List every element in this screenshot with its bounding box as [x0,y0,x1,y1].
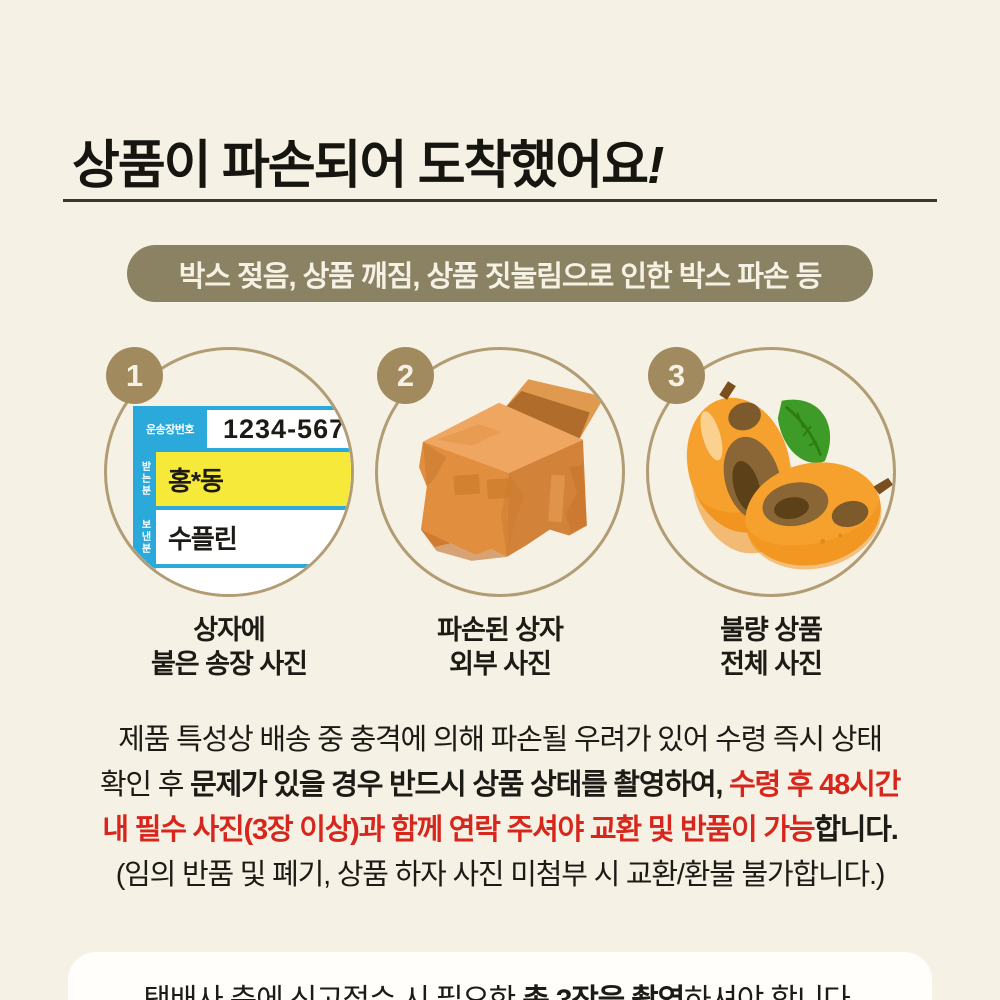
waybill-receiver-value: 홍*동 [156,452,351,506]
step-1-number-badge: 1 [106,347,163,404]
title-divider [63,199,937,202]
step-2-circle [375,347,625,597]
step-3: 3 [646,347,896,681]
waybill-sender-row: 보낸분 수플린 [133,510,351,568]
page-title-exclamation: ! [646,136,664,195]
bottom-info-text: 택배사 측에 신고접수 시 필요한 총 3장을 촬영하셔야 합니다. [68,952,932,1000]
step-2: 2 [375,347,625,681]
step-2-caption: 파손된 상자 외부 사진 [375,613,625,681]
step-3-number-badge: 3 [648,347,705,404]
step-2-number-badge: 2 [377,347,434,404]
waybill-date-label: 접수일자 [133,568,156,594]
waybill-receiver-label: 받는분 [133,452,156,506]
step-1-circle: 운송장번호 1234-567 받는분 홍*동 보낸분 수플린 접수일자 [104,347,354,597]
waybill-date-empty [156,568,351,594]
damage-condition-pill: 박스 젖음, 상품 깨짐, 상품 짓눌림으로 인한 박스 파손 등 [127,245,873,302]
return-policy-notice: 제품 특성상 배송 중 충격에 의해 파손될 우려가 있어 수령 즉시 상태 확인… [99,724,901,891]
waybill-receiver-row: 받는분 홍*동 [133,452,351,510]
waybill-number-row: 운송장번호 1234-567 [133,410,351,452]
step-1-number: 1 [125,357,144,393]
page-title: 상품이 파손되어 도착했어요! [72,123,664,198]
step-2-caption-line1: 파손된 상자 [437,615,564,645]
waybill-sender-label: 보낸분 [133,510,156,564]
step-1-caption: 상자에 붙은 송장 사진 [104,613,354,681]
step-3-number: 3 [667,357,686,393]
shipping-label-illustration: 운송장번호 1234-567 받는분 홍*동 보낸분 수플린 접수일자 [133,406,351,594]
bottom-info-card: 택배사 측에 신고접수 시 필요한 총 3장을 촬영하셔야 합니다. [68,952,932,1000]
photo-steps-row: 1 운송장번호 1234-567 받는분 홍*동 보낸분 수플린 접수일자 [0,347,1000,681]
waybill-number-label: 운송장번호 [133,410,207,448]
waybill-date-row: 접수일자 [133,568,351,594]
page-title-text: 상품이 파손되어 도착했어요 [72,136,649,195]
waybill-sender-value: 수플린 [156,510,351,564]
damaged-box-icon [418,379,605,561]
step-1-caption-line1: 상자에 [193,615,266,645]
step-3-caption-line2: 전체 사진 [720,649,823,679]
step-3-caption: 불량 상품 전체 사진 [646,613,896,681]
waybill-number-value: 1234-567 [207,410,351,448]
damage-condition-text: 박스 젖음, 상품 깨짐, 상품 짓눌림으로 인한 박스 파손 등 [178,260,823,293]
step-2-caption-line2: 외부 사진 [449,649,552,679]
step-2-number: 2 [396,357,415,393]
step-1: 1 운송장번호 1234-567 받는분 홍*동 보낸분 수플린 접수일자 [104,347,354,681]
step-3-circle [646,347,896,597]
step-3-caption-line1: 불량 상품 [720,615,823,645]
step-1-caption-line2: 붙은 송장 사진 [150,649,308,679]
damaged-fruit-icon [686,381,893,570]
